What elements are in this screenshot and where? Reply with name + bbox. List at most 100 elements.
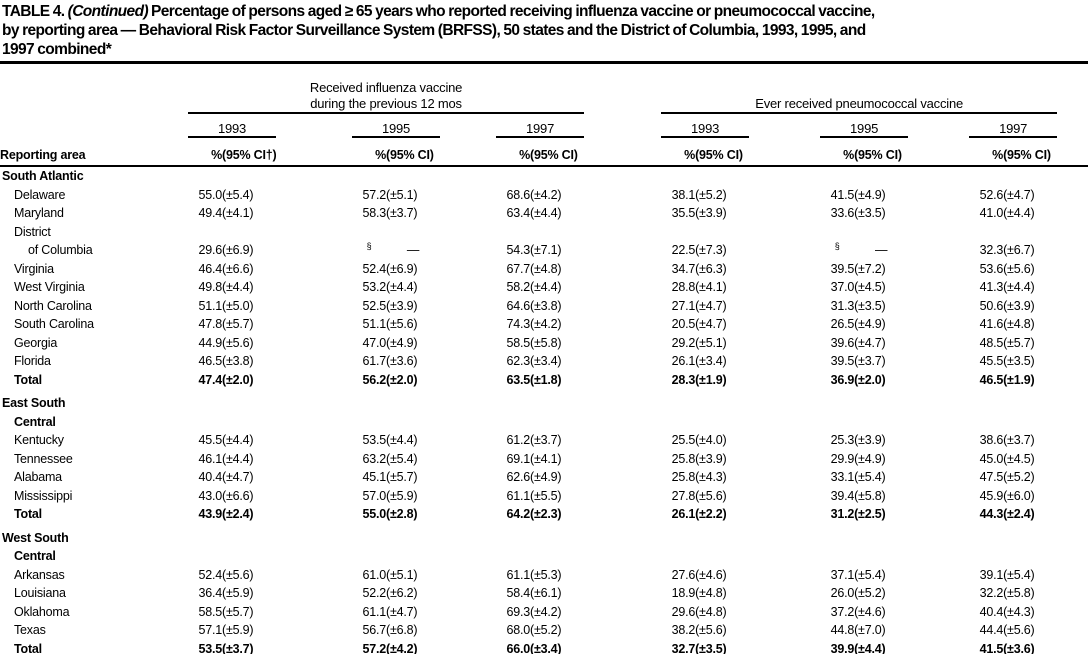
gap-cell [749, 334, 820, 353]
ci-cell: (±3.6) [386, 354, 418, 369]
ci-cell: (±6.7) [1003, 243, 1035, 258]
ci-cell: (±4.7) [854, 335, 886, 350]
gap-cell [440, 297, 496, 316]
pct-cell: 47.0 [362, 335, 386, 350]
ci-cell [854, 413, 908, 432]
gap-cell [440, 352, 496, 371]
gap-cell [276, 603, 352, 622]
gap-cell [276, 566, 352, 585]
gap-cell [440, 223, 496, 242]
gap-cell [276, 223, 352, 242]
ci-cell: (±6.6) [222, 488, 254, 503]
gap-cell [908, 529, 969, 548]
footnote-marker: § [366, 241, 372, 252]
ci-cell: (±4.8) [695, 586, 727, 601]
table-row: Total 53.5 (±3.7) 57.2 (±4.2) 66.0 (±3.4) 32.7(… [0, 640, 1088, 654]
table-row: Arkansas 52.4 (±5.6) 61.0 (±5.1) 61.1 (±5.3) 27… [0, 566, 1088, 585]
gap-cell [276, 640, 352, 654]
ci-cell: (±7.0) [854, 623, 886, 638]
pct-cell [969, 166, 1003, 186]
influenza-header-line1: Received influenza vaccine [309, 80, 463, 95]
reporting-area-cell: Alabama [14, 470, 62, 485]
ci-cell [530, 166, 584, 186]
pct-cell: 41.0 [979, 206, 1004, 221]
table-row: West Virginia 49.8 (±4.4) 53.2 (±4.4) 58.2 (±4… [0, 278, 1088, 297]
gap-cell [584, 315, 661, 334]
title-text-1: Percentage of persons aged ≥ 65 years wh… [151, 3, 875, 20]
gap-cell [584, 334, 661, 353]
reporting-area-cell: Mississippi [14, 488, 73, 503]
pct-cell: 61.0 [362, 567, 386, 582]
ci-cell: (±4.1) [695, 280, 727, 295]
ci-cell [530, 529, 584, 548]
gap-cell [440, 468, 496, 487]
pct-cell: 38.2 [671, 623, 696, 638]
pct-cell: 53.2 [362, 280, 386, 295]
margin-cell [1057, 352, 1088, 371]
reporting-area-cell: of Columbia [28, 243, 93, 258]
pct-cell: 28.3 [671, 372, 696, 387]
pct-header: % [188, 137, 222, 167]
pct-cell: 47.8 [198, 317, 222, 332]
table-row: Maryland 49.4 (±4.1) 58.3 (±3.7) 63.4 (±4.4) 35… [0, 204, 1088, 223]
gap-cell [908, 640, 969, 654]
ci-cell: (±6.6) [222, 261, 254, 276]
gap-cell [584, 529, 661, 548]
ci-cell [530, 223, 584, 242]
reporting-area-cell: Total [14, 641, 42, 654]
pct-cell [820, 547, 854, 566]
right-margin [1057, 63, 1088, 114]
ci-cell: (±2.8) [386, 507, 418, 522]
ci-header: (95% CI) [386, 137, 440, 167]
ci-cell: (±3.7) [222, 641, 254, 654]
gap-cell [276, 394, 352, 413]
ci-cell: (±4.6) [695, 567, 727, 582]
gap-cell [584, 431, 661, 450]
gap-cell [440, 584, 496, 603]
pct-cell: 45.5 [198, 433, 222, 448]
ci-cell: (±2.4) [222, 507, 254, 522]
pct-cell: 52.4 [198, 567, 222, 582]
pct-cell [820, 529, 854, 548]
margin-cell [1057, 260, 1088, 279]
pct-cell [969, 529, 1003, 548]
ci-cell: (±6.3) [695, 261, 727, 276]
reporting-area-cell: Tennessee [14, 451, 73, 466]
ci-cell: (±5.9) [386, 488, 418, 503]
pct-header: % [820, 137, 855, 167]
gap-cell [908, 468, 969, 487]
ci-cell: (±5.2) [854, 586, 886, 601]
pct-cell: 52.6 [979, 187, 1004, 202]
reporting-area-cell: Kentucky [14, 433, 64, 448]
pct-cell: § [352, 241, 386, 260]
pct-cell: 25.5 [671, 433, 696, 448]
gap-cell [749, 547, 820, 566]
pct-cell: 49.8 [198, 280, 222, 295]
gap-cell [440, 278, 496, 297]
pct-cell: 58.5 [506, 335, 530, 350]
pct-cell [496, 394, 530, 413]
pct-cell: 51.1 [362, 317, 386, 332]
ci-cell: (±5.7) [386, 470, 418, 485]
pct-cell: 41.3 [979, 280, 1004, 295]
ci-cell [854, 166, 908, 186]
ci-cell: (±5.6) [222, 567, 254, 582]
pct-cell: 25.8 [671, 451, 696, 466]
continued-label: (Continued) [67, 3, 149, 20]
gap-cell [908, 487, 969, 506]
margin-cell [1057, 547, 1088, 566]
pct-cell: 66.0 [506, 641, 530, 654]
ci-cell: (±5.5) [530, 488, 562, 503]
gap-cell [908, 260, 969, 279]
gap [908, 113, 969, 137]
gap-cell [908, 315, 969, 334]
ci-cell: — [406, 243, 420, 258]
ci-cell: (±3.9) [854, 433, 886, 448]
ci-cell: (±4.5) [854, 280, 886, 295]
ci-cell: (±4.9) [854, 317, 886, 332]
gap-cell [749, 371, 820, 390]
gap-cell [440, 394, 496, 413]
gap-cell [749, 431, 820, 450]
gap-cell [440, 640, 496, 654]
ci-cell: (±3.4) [695, 354, 727, 369]
